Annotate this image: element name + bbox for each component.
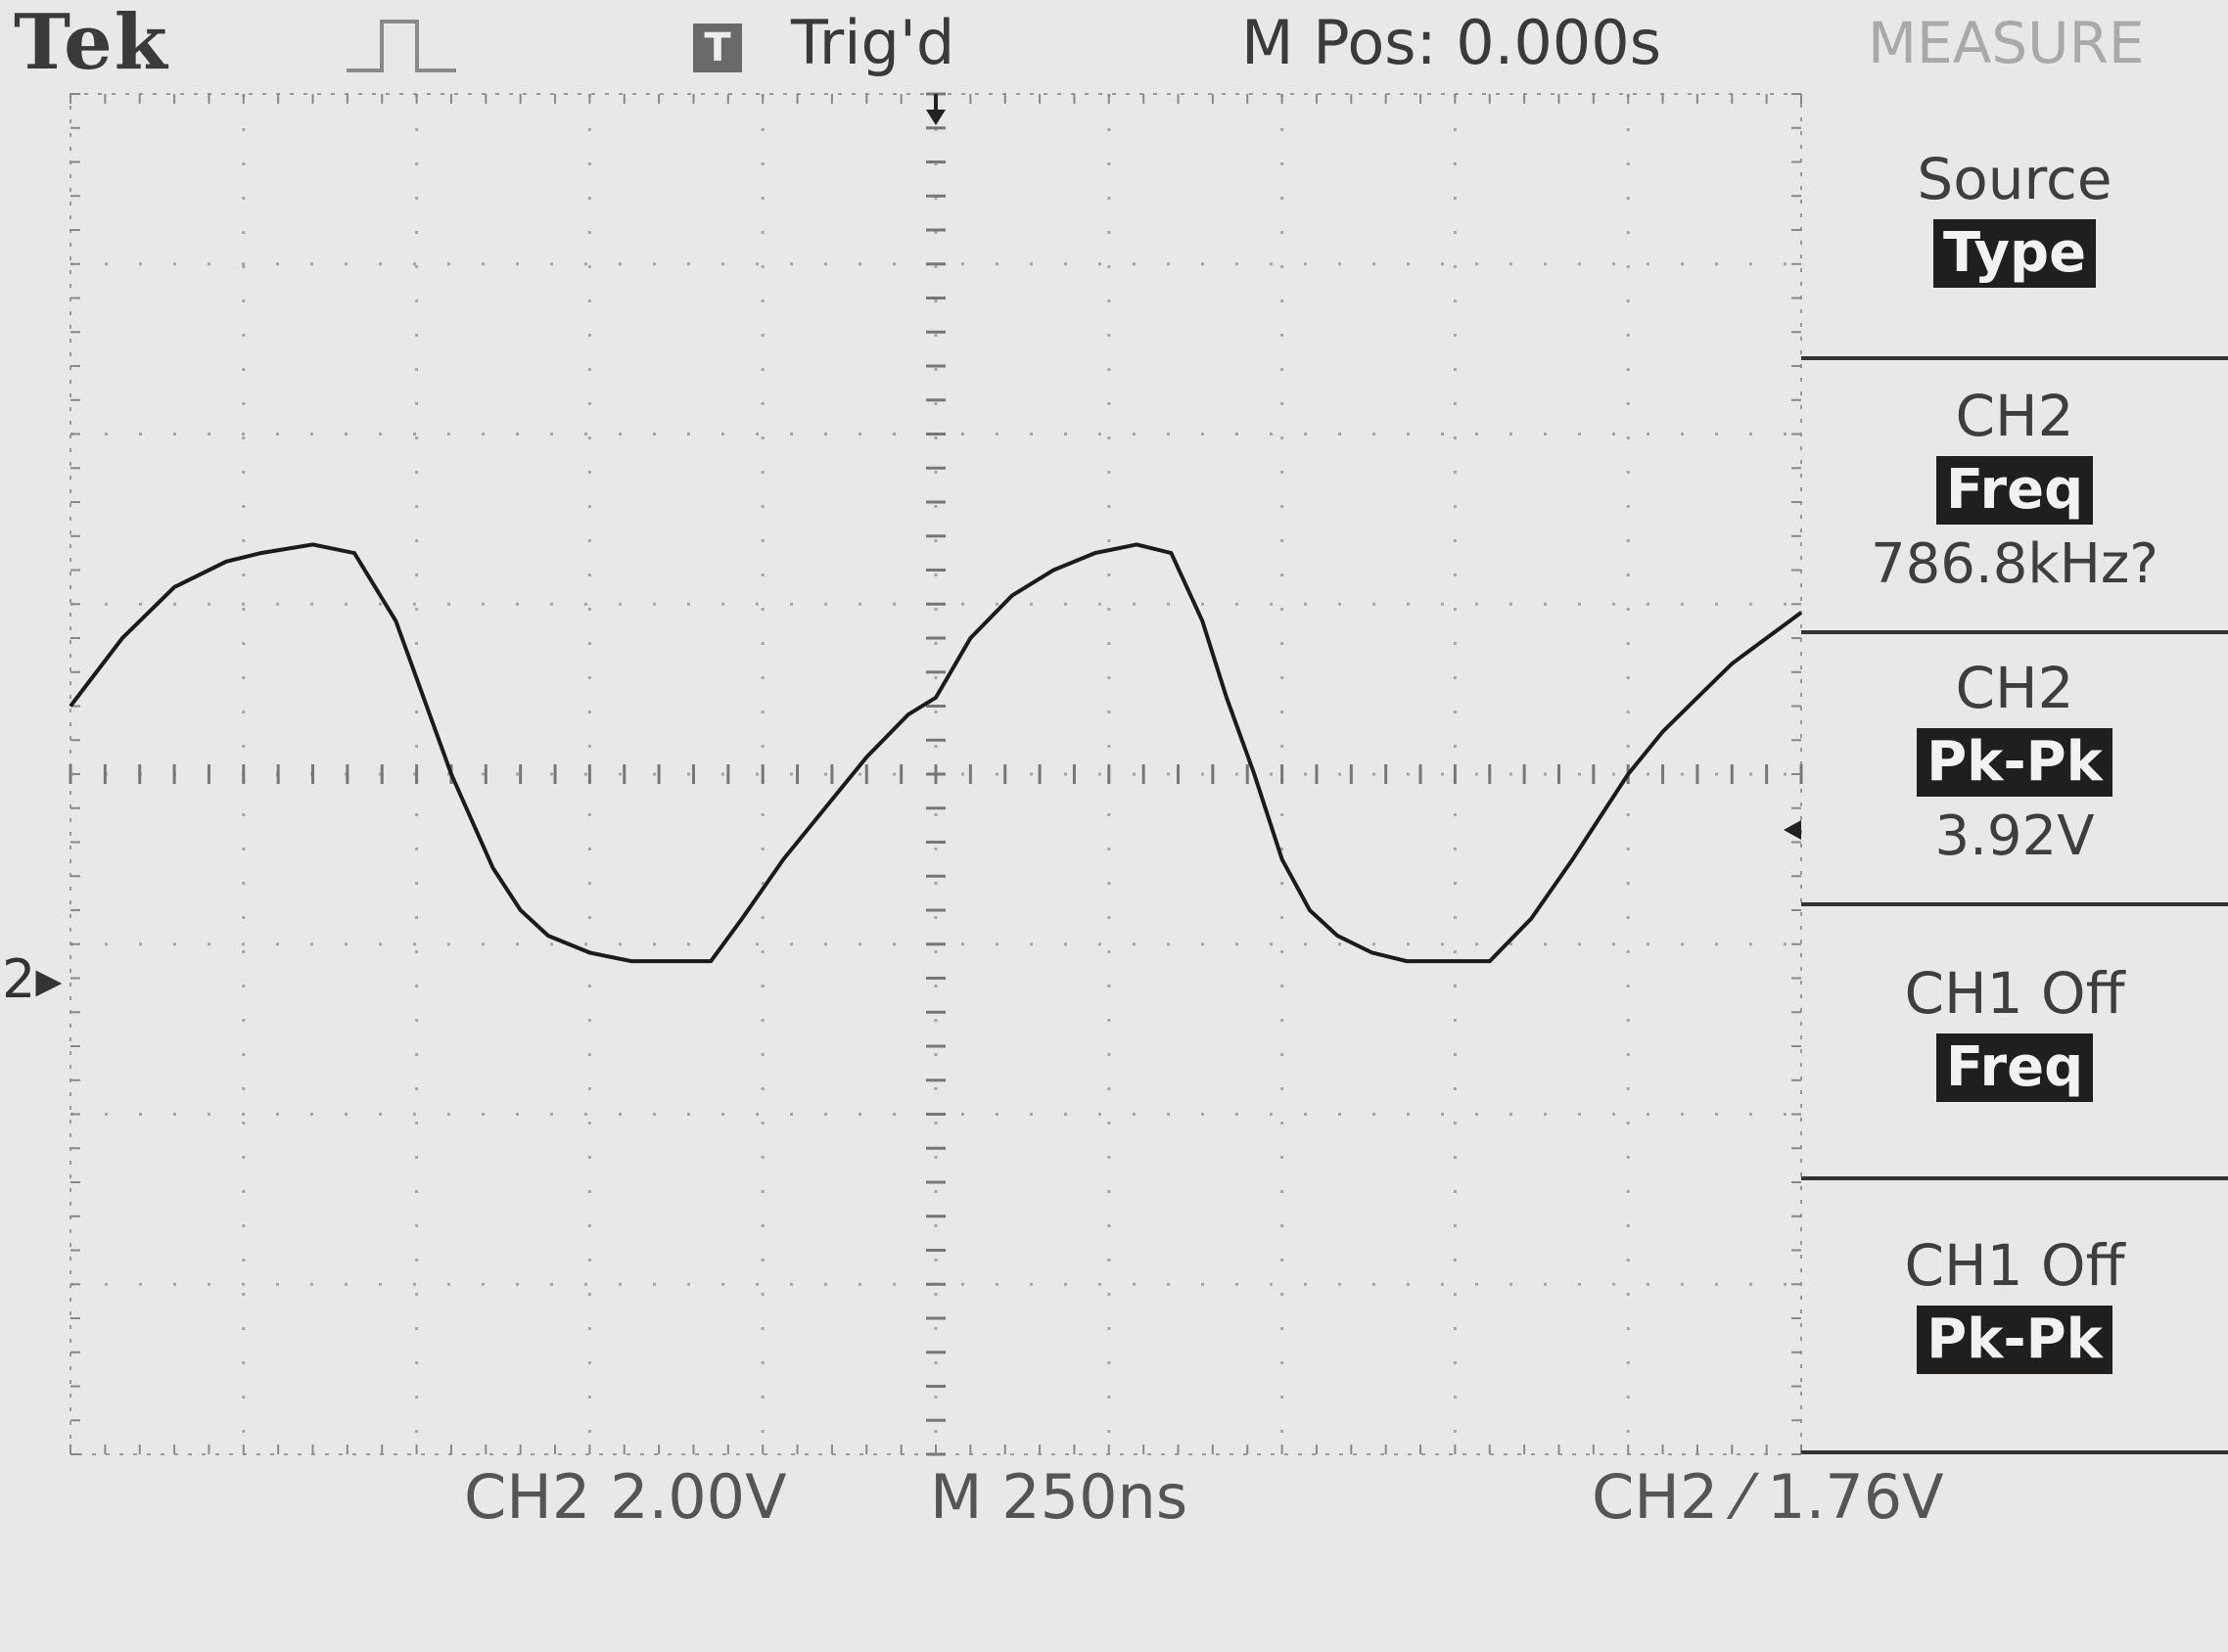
menu-divider — [1801, 1176, 2228, 1180]
menu-item-highlight: Pk-Pk — [1917, 728, 2112, 797]
trigger-position-icon — [926, 94, 946, 125]
menu-item-label: CH1 Off — [1904, 1232, 2125, 1299]
menu-divider — [1801, 1450, 2228, 1454]
menu-item-ch1-pkpk[interactable]: CH1 Off Pk-Pk — [1801, 1231, 2228, 1374]
menu-item-label: Source — [1917, 146, 2112, 212]
measure-menu: Source Type CH2 Freq 786.8kHz? CH2 Pk-Pk… — [1801, 88, 2228, 1454]
menu-divider — [1801, 356, 2228, 360]
trigger-icon: T — [693, 23, 742, 72]
trigger-status: Trig'd — [791, 7, 955, 78]
timebase-readout: M 250ns — [930, 1461, 1188, 1533]
menu-item-label: CH1 Off — [1904, 960, 2125, 1027]
pkpk-value: 3.92V — [1934, 804, 2095, 868]
ch2-ground-marker: 2▸ — [2, 948, 63, 1010]
menu-item-ch2-pkpk[interactable]: CH2 Pk-Pk 3.92V — [1801, 654, 2228, 871]
trigger-readout: CH2 ⁄ 1.76V — [1592, 1461, 1944, 1533]
ch2-volts-per-div: CH2 2.00V — [464, 1461, 787, 1533]
menu-item-ch2-freq[interactable]: CH2 Freq 786.8kHz? — [1801, 382, 2228, 599]
menu-item-label: CH2 — [1955, 655, 2074, 721]
menu-divider — [1801, 902, 2228, 906]
menu-title: MEASURE — [1868, 10, 2145, 76]
freq-value: 786.8kHz? — [1871, 532, 2158, 596]
menu-item-highlight: Freq — [1935, 1033, 2094, 1102]
menu-item-highlight: Freq — [1935, 456, 2094, 525]
menu-item-highlight: Type — [1932, 219, 2097, 288]
acquisition-pulse-icon — [347, 20, 456, 72]
menu-divider — [1801, 630, 2228, 634]
menu-item-highlight: Pk-Pk — [1917, 1306, 2112, 1374]
menu-item-label: CH2 — [1955, 383, 2074, 449]
menu-item-ch1-freq[interactable]: CH1 Off Freq — [1801, 959, 2228, 1102]
trigger-level-icon — [1784, 820, 1801, 840]
ch2-waveform-trace — [69, 542, 1803, 964]
main-position-readout: M Pos: 0.000s — [1241, 7, 1662, 78]
menu-item-source-type[interactable]: Source Type — [1801, 145, 2228, 288]
brand-logo: Tek — [14, 0, 169, 87]
graticule-grid — [69, 92, 1803, 1456]
